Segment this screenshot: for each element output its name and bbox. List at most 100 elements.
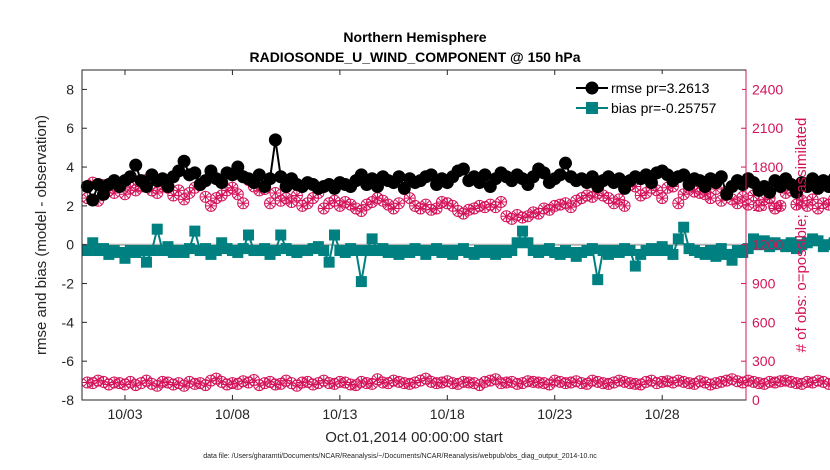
bias-point <box>366 233 378 245</box>
bias-point <box>237 243 249 255</box>
y-right-tick-label: 1500 <box>752 198 783 214</box>
bias-point <box>748 233 760 245</box>
rmse-point <box>199 174 213 188</box>
obs-count-point <box>672 197 685 210</box>
y-right-tick-label: 1200 <box>752 237 783 253</box>
rmse-point <box>177 154 191 168</box>
rmse-point <box>585 170 599 184</box>
bias-point <box>318 245 330 257</box>
y-right-tick-label: 0 <box>752 392 760 408</box>
rmse-point <box>268 133 282 147</box>
x-tick-label: 10/03 <box>107 406 142 422</box>
footer-note: data file: /Users/gharamti/Documents/NCA… <box>203 453 597 460</box>
x-tick-label: 10/28 <box>645 406 680 422</box>
bias-point <box>667 248 679 260</box>
obs-count-point <box>204 199 217 212</box>
rmse-point <box>129 158 143 172</box>
legend-bias-label: bias pr=-0.25757 <box>611 100 717 116</box>
bias-point <box>323 256 335 268</box>
x-tick-label: 10/08 <box>215 406 250 422</box>
obs-count-point <box>231 188 244 201</box>
bias-point <box>140 256 152 268</box>
bias-point <box>355 276 367 288</box>
rmse-point <box>123 170 137 184</box>
x-tick-label: 10/18 <box>430 406 465 422</box>
bias-point <box>328 229 340 241</box>
obs-count-point <box>656 192 669 205</box>
rmse-point <box>424 168 438 182</box>
rmse-point <box>612 172 626 186</box>
rmse-point <box>161 179 175 193</box>
chart-subtitle: RADIOSONDE_U_WIND_COMPONENT @ 150 hPa <box>249 49 580 65</box>
rmse-point <box>789 185 803 199</box>
bias-point <box>592 274 604 286</box>
obs-count-point <box>828 378 830 388</box>
bias-point <box>114 246 126 258</box>
y-tick-label: 0 <box>66 237 74 253</box>
obs-count-point <box>736 190 749 203</box>
rmse-point <box>86 193 100 207</box>
y-right-tick-label: 2400 <box>752 81 783 97</box>
y-right-tick-label: 600 <box>752 314 776 330</box>
rmse-point <box>188 166 202 180</box>
bias-point <box>210 245 222 257</box>
bias-point <box>629 260 641 272</box>
bias-point <box>678 221 690 233</box>
y-tick-label: -2 <box>62 276 75 292</box>
rmse-point <box>392 170 406 184</box>
legend-rmse-label: rmse pr=3.2613 <box>611 80 710 96</box>
obs-count-point <box>828 195 830 204</box>
y-tick-label: -4 <box>62 314 75 330</box>
bias-point <box>812 235 824 247</box>
rmse-point <box>139 179 153 193</box>
rmse-point <box>172 164 186 178</box>
bias-point <box>672 233 684 245</box>
x-axis-label: Oct.01,2014 00:00:00 start <box>325 429 503 446</box>
rmse-point <box>537 166 551 180</box>
rmse-point <box>80 179 94 193</box>
bias-point <box>81 245 93 257</box>
legend-bias-marker <box>586 102 598 114</box>
rmse-point <box>806 172 820 186</box>
bias-point <box>243 229 255 241</box>
bias-point <box>721 248 733 260</box>
obs-count-point <box>237 197 250 210</box>
bias-point <box>742 243 754 255</box>
y-tick-label: 8 <box>66 81 74 97</box>
obs-count-point <box>806 193 819 206</box>
rmse-point <box>553 168 567 182</box>
rmse-point <box>714 170 728 184</box>
bias-point <box>710 250 722 262</box>
obs-count-point <box>495 196 508 208</box>
bias-point <box>511 237 523 249</box>
x-tick-label: 10/23 <box>537 406 572 422</box>
rmse-point <box>354 168 368 182</box>
y-tick-label: 6 <box>66 120 74 136</box>
legend-rmse-marker <box>585 81 599 95</box>
rmse-point <box>827 173 830 184</box>
y-tick-label: -6 <box>62 353 75 369</box>
bias-point <box>183 243 195 255</box>
rmse-point <box>478 168 492 182</box>
legend: rmse pr=3.2613 bias pr=-0.25757 <box>572 74 742 118</box>
bias-point <box>828 237 830 249</box>
rmse-point <box>644 176 658 190</box>
rmse-point <box>96 187 110 201</box>
bias-point <box>162 241 174 253</box>
bias-point <box>624 245 636 257</box>
rmse-point <box>370 179 384 193</box>
bias-point <box>361 245 373 257</box>
y-axis-label: rmse and bias (model - observation) <box>33 115 50 355</box>
obs-count-point <box>264 197 277 210</box>
rmse-point <box>91 178 105 192</box>
bias-point <box>189 225 201 237</box>
y-right-tick-label: 300 <box>752 353 776 369</box>
bias-point <box>823 239 830 251</box>
rmse-point <box>231 160 245 174</box>
obs-count-point <box>618 199 631 212</box>
bias-point <box>87 237 99 249</box>
legend-box <box>572 74 742 118</box>
y-right-tick-label: 2100 <box>752 120 783 136</box>
bias-point <box>146 245 158 257</box>
